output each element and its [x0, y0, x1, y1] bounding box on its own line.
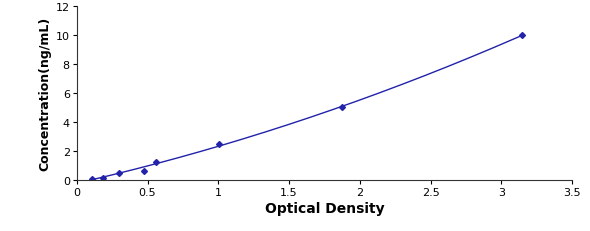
X-axis label: Optical Density: Optical Density	[265, 201, 384, 215]
Y-axis label: Concentration(ng/mL): Concentration(ng/mL)	[38, 17, 51, 170]
